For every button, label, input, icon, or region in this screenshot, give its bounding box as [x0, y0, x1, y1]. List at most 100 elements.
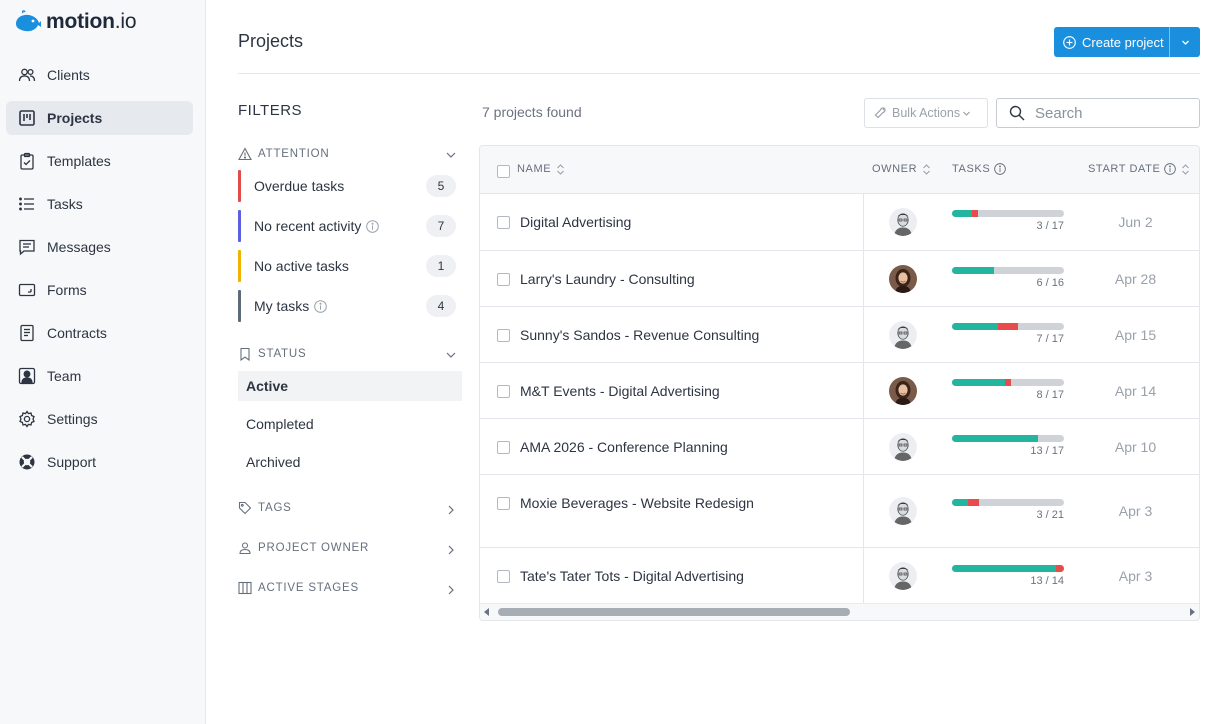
header-divider [238, 73, 1200, 74]
column-header-start-date[interactable]: START DATE [1088, 163, 1190, 175]
project-name-link[interactable]: Moxie Beverages - Website Redesign [520, 495, 754, 511]
table-row[interactable]: Tate's Tater Tots - Digital Advertising 1… [480, 548, 1199, 604]
clipboard-check-icon [20, 152, 34, 170]
sidebar-item-messages[interactable]: Messages [6, 230, 193, 264]
filter-count-badge: 7 [426, 215, 456, 237]
project-name-link[interactable]: AMA 2026 - Conference Planning [520, 439, 728, 455]
filter-no-recent-activity[interactable]: No recent activity 7 [238, 210, 460, 242]
owner-avatar[interactable] [889, 321, 917, 349]
project-name-link[interactable]: Digital Advertising [520, 214, 632, 230]
scroll-right-arrow[interactable] [1190, 608, 1195, 616]
row-checkbox[interactable] [497, 385, 510, 398]
tasks-done-fill [952, 565, 1056, 572]
lifebuoy-icon [19, 454, 35, 470]
row-checkbox[interactable] [497, 273, 510, 286]
start-date: Apr 15 [1114, 327, 1157, 343]
row-checkbox[interactable] [497, 570, 510, 583]
sidebar-item-projects[interactable]: Projects [6, 101, 193, 135]
filter-section-label: TAGS [258, 502, 292, 514]
table-header: NAME OWNER TASKS START DATE [480, 146, 1199, 194]
filter-my-tasks[interactable]: My tasks 4 [238, 290, 460, 322]
gear-icon [19, 410, 35, 428]
owner-avatar[interactable] [889, 497, 917, 525]
table-row[interactable]: Sunny's Sandos - Revenue Consulting 7 / 1… [480, 307, 1199, 363]
row-checkbox[interactable] [497, 497, 510, 510]
filter-section-active-stages[interactable]: ACTIVE STAGES [238, 580, 462, 596]
woman-avatar-icon [889, 377, 917, 405]
start-date: Apr 10 [1114, 439, 1157, 455]
status-filter-active[interactable]: Active [238, 371, 462, 401]
tasks-overdue-fill [968, 499, 979, 506]
tasks-progress-bar [952, 565, 1064, 572]
table-row[interactable]: Larry's Laundry - Consulting 6 / 16 Apr 28 [480, 251, 1199, 307]
sidebar-item-settings[interactable]: Settings [6, 402, 193, 436]
filter-section-status[interactable]: STATUS [238, 346, 462, 362]
column-header-owner[interactable]: OWNER [872, 163, 931, 175]
sidebar-item-templates[interactable]: Templates [6, 144, 193, 178]
filter-section-tags[interactable]: TAGS [238, 500, 462, 516]
table-row[interactable]: Digital Advertising 3 / 17 Jun 2 [480, 194, 1199, 251]
tasks-done-fill [952, 210, 972, 217]
horizontal-scrollbar[interactable] [480, 603, 1199, 620]
sort-icon [557, 163, 565, 175]
filter-no-active-tasks[interactable]: No active tasks 1 [238, 250, 460, 282]
status-filter-archived[interactable]: Archived [246, 454, 301, 470]
table-row[interactable]: Moxie Beverages - Website Redesign 3 / 21… [480, 475, 1199, 548]
owner-avatar[interactable] [889, 562, 917, 590]
row-checkbox[interactable] [497, 441, 510, 454]
attention-color-bar [238, 250, 241, 282]
info-icon[interactable] [994, 163, 1007, 175]
sidebar-item-clients[interactable]: Clients [6, 58, 193, 92]
owner-avatar[interactable] [889, 208, 917, 236]
status-filter-completed[interactable]: Completed [246, 416, 314, 432]
table-row[interactable]: AMA 2026 - Conference Planning 13 / 17 Apr… [480, 419, 1199, 475]
select-all-checkbox[interactable] [497, 165, 510, 178]
bulk-actions-button[interactable]: Bulk Actions [864, 98, 988, 128]
info-icon[interactable] [366, 219, 380, 233]
tasks-overdue-fill [971, 210, 979, 217]
whale-logo-icon [16, 10, 41, 32]
search-input[interactable] [1035, 104, 1185, 122]
table-row[interactable]: M&T Events - Digital Advertising 8 / 17 Ap… [480, 363, 1199, 419]
owner-avatar[interactable] [889, 265, 917, 293]
info-icon[interactable] [1164, 163, 1177, 175]
project-name-link[interactable]: Sunny's Sandos - Revenue Consulting [520, 327, 760, 343]
chevron-right-icon [448, 585, 454, 595]
man-avatar-icon [889, 562, 917, 590]
chevron-down-icon [963, 111, 970, 116]
tasks-overdue-fill [998, 323, 1018, 330]
scrollbar-thumb[interactable] [498, 608, 850, 616]
filter-overdue-tasks[interactable]: Overdue tasks 5 [238, 170, 460, 202]
sidebar-item-forms[interactable]: Forms [6, 273, 193, 307]
sidebar-item-label: Contracts [47, 325, 107, 341]
sidebar-item-team[interactable]: Team [6, 359, 193, 393]
sidebar-item-tasks[interactable]: Tasks [6, 187, 193, 221]
owner-avatar[interactable] [889, 433, 917, 461]
column-header-name[interactable]: NAME [517, 163, 565, 175]
sidebar-nav: Clients Projects Templates Tasks Message… [6, 58, 193, 488]
tasks-done-fill [952, 267, 994, 274]
create-project-button[interactable]: Create project [1054, 27, 1170, 57]
create-project-dropdown-toggle[interactable] [1170, 27, 1200, 57]
project-name-link[interactable]: Larry's Laundry - Consulting [520, 271, 695, 287]
logo[interactable]: motion.io [14, 10, 137, 34]
sidebar-item-contracts[interactable]: Contracts [6, 316, 193, 350]
create-project-button-group: Create project [1054, 27, 1200, 57]
wrench-icon [874, 107, 886, 119]
column-header-tasks[interactable]: TASKS [952, 163, 1007, 175]
filter-section-project-owner[interactable]: PROJECT OWNER [238, 540, 462, 556]
owner-avatar[interactable] [889, 377, 917, 405]
tasks-done-fill [952, 379, 1005, 386]
info-icon[interactable] [314, 299, 328, 313]
row-checkbox[interactable] [497, 216, 510, 229]
project-name-link[interactable]: Tate's Tater Tots - Digital Advertising [520, 568, 744, 584]
sidebar-item-support[interactable]: Support [6, 445, 193, 479]
project-name-link[interactable]: M&T Events - Digital Advertising [520, 383, 720, 399]
chevron-right-icon [448, 545, 454, 555]
scroll-left-arrow[interactable] [484, 608, 489, 616]
logo-text: motion.io [46, 10, 137, 33]
filter-section-attention[interactable]: ATTENTION [238, 146, 462, 162]
row-checkbox[interactable] [497, 329, 510, 342]
sidebar-item-label: Settings [47, 411, 98, 427]
filter-label: Overdue tasks [254, 178, 345, 194]
